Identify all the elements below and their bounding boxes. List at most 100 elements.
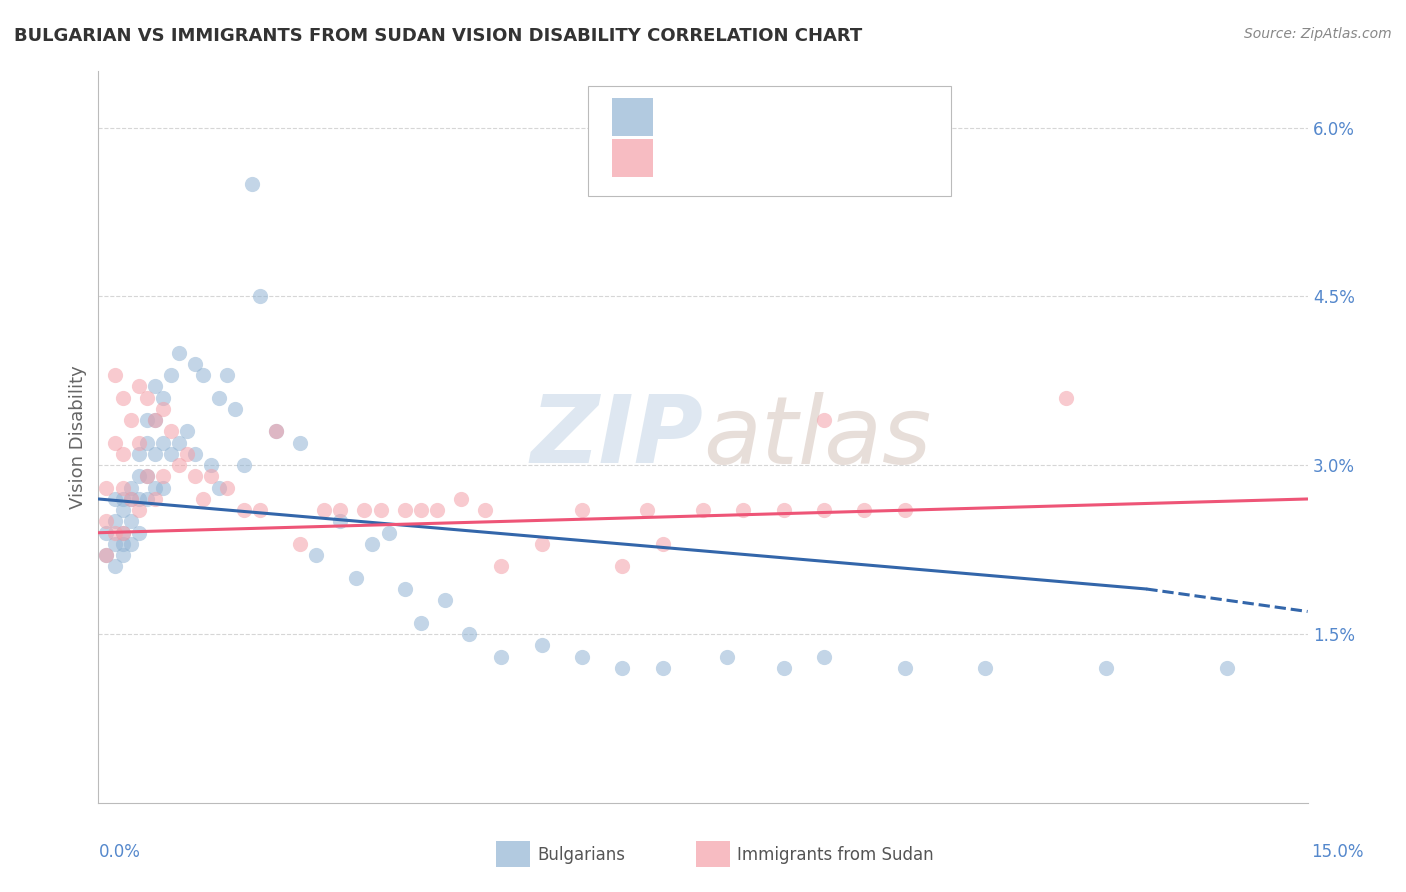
Point (370, 503, 392, 517)
FancyBboxPatch shape (588, 86, 950, 195)
Y-axis label: Vision Disability: Vision Disability (69, 365, 87, 509)
Point (224, 401, 246, 416)
Point (530, 638, 553, 652)
Point (120, 491, 142, 506)
Point (434, 593, 457, 607)
Point (143, 491, 166, 506)
Point (772, 503, 794, 517)
Point (111, 491, 134, 506)
Point (733, 503, 755, 517)
Point (128, 447, 150, 461)
Point (135, 491, 157, 506)
Point (96, 515, 118, 529)
Point (193, 491, 215, 506)
Point (160, 425, 183, 439)
Point (249, 289, 271, 303)
Point (184, 447, 207, 461)
Point (143, 413, 166, 427)
Point (111, 503, 134, 517)
Point (176, 425, 198, 439)
Point (152, 435, 174, 450)
Point (474, 503, 496, 517)
Point (160, 368, 183, 383)
Point (232, 458, 254, 473)
Text: R = -0.135: R = -0.135 (666, 109, 772, 127)
Point (813, 503, 835, 517)
Point (103, 435, 125, 450)
Point (344, 571, 367, 585)
Point (184, 357, 207, 371)
Point (152, 401, 174, 416)
Point (612, 661, 634, 675)
Point (813, 649, 835, 664)
Point (128, 491, 150, 506)
Point (353, 503, 375, 517)
Point (893, 661, 915, 675)
Point (143, 413, 166, 427)
Point (103, 515, 125, 529)
Point (217, 481, 239, 495)
Point (120, 491, 142, 506)
Point (329, 515, 352, 529)
Point (135, 391, 157, 405)
Point (103, 525, 125, 540)
FancyBboxPatch shape (613, 98, 654, 136)
Point (716, 649, 738, 664)
Point (232, 503, 254, 517)
Point (305, 548, 328, 562)
Text: R =  0.059: R = 0.059 (666, 149, 770, 168)
Point (120, 515, 142, 529)
Text: BULGARIAN VS IMMIGRANTS FROM SUDAN VISION DISABILITY CORRELATION CHART: BULGARIAN VS IMMIGRANTS FROM SUDAN VISIO… (14, 27, 862, 45)
Point (208, 481, 231, 495)
FancyBboxPatch shape (613, 139, 654, 178)
Point (152, 391, 174, 405)
Point (361, 537, 384, 551)
Point (491, 649, 513, 664)
Text: N = 54: N = 54 (811, 149, 879, 168)
Point (103, 491, 125, 506)
Point (184, 469, 207, 483)
Text: Bulgarians: Bulgarians (537, 846, 626, 863)
Point (1216, 661, 1239, 675)
Point (111, 481, 134, 495)
Point (200, 469, 222, 483)
Point (249, 503, 271, 517)
Point (450, 491, 472, 506)
Point (772, 661, 794, 675)
Point (128, 503, 150, 517)
Point (692, 503, 714, 517)
Point (167, 345, 190, 359)
Point (394, 503, 416, 517)
Point (135, 469, 157, 483)
Point (329, 503, 352, 517)
Point (135, 469, 157, 483)
Point (96, 481, 118, 495)
Point (96, 548, 118, 562)
Point (120, 413, 142, 427)
Point (160, 447, 183, 461)
Point (409, 615, 432, 630)
Text: Source: ZipAtlas.com: Source: ZipAtlas.com (1244, 27, 1392, 41)
Point (288, 435, 311, 450)
Point (167, 458, 190, 473)
Point (458, 627, 481, 641)
Point (813, 413, 835, 427)
Point (853, 503, 876, 517)
Point (96, 548, 118, 562)
Point (208, 391, 231, 405)
Point (651, 537, 673, 551)
Point (152, 481, 174, 495)
Text: atlas: atlas (703, 392, 931, 483)
Point (120, 537, 142, 551)
Point (377, 525, 399, 540)
Text: N = 69: N = 69 (811, 109, 879, 127)
Point (636, 503, 658, 517)
Point (426, 503, 449, 517)
Point (314, 503, 336, 517)
Point (128, 379, 150, 393)
Point (103, 559, 125, 574)
Point (143, 481, 166, 495)
Point (1054, 391, 1077, 405)
Point (571, 503, 593, 517)
Point (394, 582, 416, 596)
